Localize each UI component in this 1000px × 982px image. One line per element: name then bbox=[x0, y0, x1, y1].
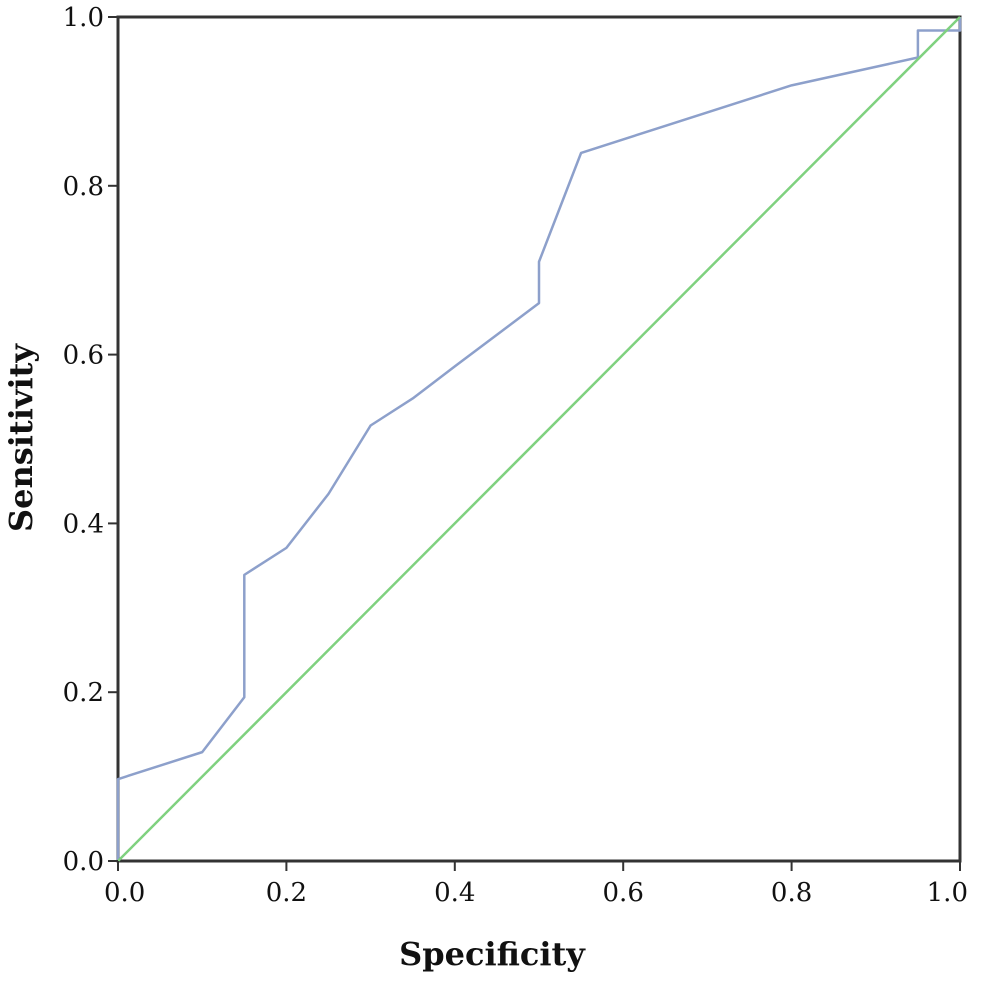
x-tick-label: 1.0 bbox=[927, 878, 968, 908]
y-axis: 0.0 0.2 0.4 0.6 0.8 1.0 bbox=[63, 3, 118, 877]
y-tick-label: 0.2 bbox=[63, 678, 104, 708]
x-tick-label: 0.4 bbox=[434, 878, 475, 908]
y-tick-label: 0.4 bbox=[63, 509, 104, 539]
y-tick-label: 0.8 bbox=[63, 172, 104, 202]
x-tick-label: 0.0 bbox=[104, 878, 145, 908]
x-tick-label: 0.8 bbox=[771, 878, 812, 908]
x-axis-title: Specificity bbox=[399, 935, 586, 973]
series-layer bbox=[116, 16, 962, 862]
plot-area bbox=[116, 15, 962, 863]
roc-curve-line bbox=[116, 17, 962, 861]
y-tick-label: 1.0 bbox=[63, 3, 104, 33]
y-axis-title: Sensitivity bbox=[2, 343, 40, 532]
x-axis: 0.0 0.2 0.4 0.6 0.8 1.0 bbox=[104, 861, 968, 908]
x-tick-label: 0.2 bbox=[266, 878, 307, 908]
plot-frame bbox=[116, 15, 962, 863]
reference-diagonal-line bbox=[117, 16, 961, 862]
y-tick-label: 0.0 bbox=[63, 847, 104, 877]
x-tick-label: 0.6 bbox=[603, 878, 644, 908]
y-tick-label: 0.6 bbox=[63, 341, 104, 371]
